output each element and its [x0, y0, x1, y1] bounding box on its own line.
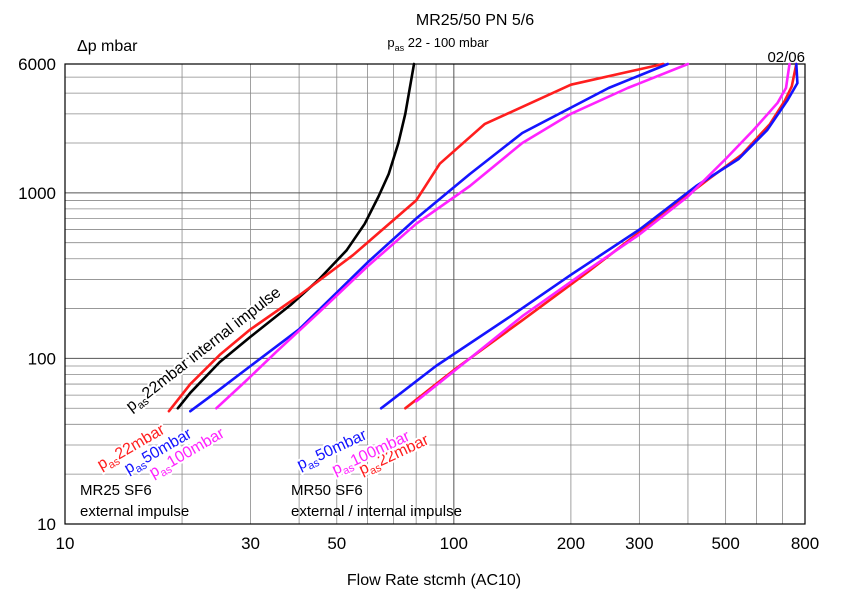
y-tick-labels: 10 100 1000 6000 — [18, 55, 56, 534]
x-tick-label: 30 — [241, 534, 260, 553]
chart-subtitle: pas 22 - 100 mbar — [387, 35, 489, 53]
series-line-mr25_ext_100 — [215, 62, 690, 410]
y-axis-label: Δp mbar — [77, 38, 138, 55]
date-code: 02/06 — [767, 49, 805, 66]
y-tick-label: 1000 — [18, 184, 56, 203]
x-tick-label: 10 — [56, 534, 75, 553]
x-axis-label: Flow Rate stcmh (AC10) — [347, 572, 521, 589]
chart-title: MR25/50 PN 5/6 — [416, 12, 534, 29]
series-line-mr50_100 — [414, 62, 791, 403]
annotation-mr50-line2: external / internal impulse — [291, 503, 462, 520]
minor-grid — [65, 64, 806, 524]
x-tick-label: 300 — [625, 534, 653, 553]
x-tick-label: 800 — [791, 534, 819, 553]
x-tick-label: 50 — [327, 534, 346, 553]
annotation-mr50-line1: MR50 SF6 — [291, 482, 363, 499]
series-line-mr25_ext_50 — [189, 62, 670, 413]
y-tick-label: 10 — [37, 515, 56, 534]
series-line-mr25_internal_22 — [176, 62, 416, 410]
annotation-mr25-line1: MR25 SF6 — [80, 482, 152, 499]
series-label-mr25_internal_22: pas22mbar internal impulse — [123, 284, 286, 418]
annotations: MR25 SF6 external impulse MR50 SF6 exter… — [80, 482, 462, 520]
series-line-mr25_ext_22 — [167, 62, 665, 413]
series-line-mr50_50 — [379, 62, 799, 410]
x-tick-label: 100 — [440, 534, 468, 553]
x-tick-label: 200 — [557, 534, 585, 553]
y-tick-label: 6000 — [18, 55, 56, 74]
series-layer — [167, 62, 799, 413]
plot-frame — [64, 63, 806, 525]
y-tick-label: 100 — [28, 349, 56, 368]
series-line-mr50_22 — [404, 62, 798, 410]
major-grid — [65, 64, 805, 524]
annotation-mr25-line2: external impulse — [80, 503, 189, 520]
x-tick-labels: 10 30 50 100 200 300 500 800 — [56, 534, 820, 553]
x-tick-label: 500 — [711, 534, 739, 553]
